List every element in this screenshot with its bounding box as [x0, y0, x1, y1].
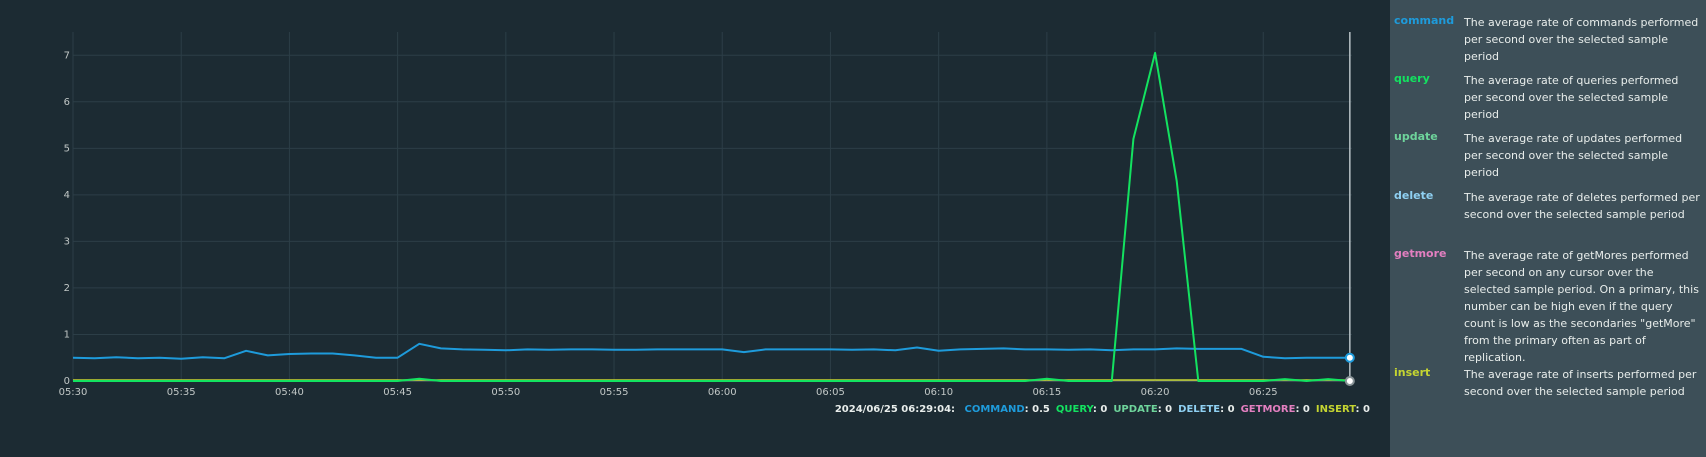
- y-tick-label: 7: [64, 50, 70, 61]
- x-tick-label: 06:10: [924, 387, 953, 398]
- readout-value-query: 0: [1100, 404, 1108, 415]
- legend-item-getmore: getmore The average rate of getMores perf…: [1394, 247, 1700, 366]
- legend-item-update: update The average rate of updates perfor…: [1394, 130, 1700, 181]
- x-tick-label: 05:40: [275, 387, 304, 398]
- readout-value-insert: 0: [1363, 404, 1370, 415]
- legend-key: insert: [1394, 366, 1431, 379]
- y-tick-label: 2: [64, 283, 70, 294]
- legend-key: getmore: [1394, 247, 1447, 260]
- legend-item-command: command The average rate of commands perf…: [1394, 14, 1700, 65]
- legend-description: The average rate of queries performed pe…: [1464, 74, 1679, 121]
- chart-panel: 0 1 2 3 4 5 6 7 05:30 05:35 05:40 05:45 05:50 05:55 06…: [58, 32, 1370, 415]
- x-tick-label: 06:15: [1032, 387, 1061, 398]
- y-tick-label: 4: [64, 190, 70, 201]
- x-tick-label: 05:55: [600, 387, 629, 398]
- legend-description: The average rate of deletes performed pe…: [1464, 191, 1700, 221]
- readout-key-insert: INSERT: [1315, 404, 1356, 415]
- x-tick-label: 06:20: [1141, 387, 1170, 398]
- cursor-point-command: [1344, 352, 1355, 363]
- x-tick-label: 06:00: [708, 387, 737, 398]
- legend-description: The average rate of updates performed pe…: [1464, 132, 1683, 179]
- readout-value-command: 0.5: [1032, 404, 1050, 415]
- legend-item-insert: insert The average rate of inserts perfor…: [1394, 366, 1700, 400]
- series-line-query: [73, 51, 1350, 382]
- readout-colon: :: [1295, 404, 1303, 415]
- cursor-readout: 2024/06/25 06:29:04: COMMAND: 0.5 QUERY: …: [835, 404, 1370, 415]
- readout-key-update: UPDATE: [1113, 404, 1158, 415]
- readout-timestamp: 2024/06/25 06:29:04:: [834, 404, 956, 415]
- legend-item-query: query The average rate of queries perform…: [1394, 72, 1700, 123]
- y-tick-label: 6: [64, 97, 70, 108]
- legend-description: The average rate of getMores performed p…: [1464, 249, 1699, 364]
- readout-value-delete: 0: [1227, 404, 1235, 415]
- readout-key-command: COMMAND: [964, 404, 1025, 415]
- legend-key: query: [1394, 72, 1430, 85]
- x-tick-label: 06:05: [816, 387, 845, 398]
- x-tick-label: 06:25: [1249, 387, 1278, 398]
- x-tick-label: 05:45: [383, 387, 412, 398]
- y-tick-label: 1: [64, 329, 70, 340]
- y-tick-label: 3: [64, 236, 70, 247]
- legend-description: The average rate of commands performed p…: [1464, 16, 1699, 63]
- legend-key: update: [1394, 130, 1438, 143]
- legend-key: delete: [1394, 189, 1434, 202]
- legend-item-delete: delete The average rate of deletes perfor…: [1394, 189, 1700, 223]
- x-tick-label: 05:50: [491, 387, 520, 398]
- readout-colon: :: [1157, 404, 1166, 415]
- readout-value-getmore: 0: [1302, 404, 1310, 415]
- readout-key-delete: DELETE: [1178, 404, 1221, 415]
- x-tick-label: 05:35: [167, 387, 196, 398]
- y-tick-label: 0: [64, 376, 70, 387]
- readout-colon: :: [1092, 404, 1101, 415]
- readout-colon: :: [1220, 404, 1228, 415]
- legend-key: command: [1394, 14, 1455, 27]
- readout-colon: :: [1355, 404, 1364, 415]
- readout-key-query: QUERY: [1055, 404, 1093, 415]
- readout-value-update: 0: [1165, 404, 1173, 415]
- series-line-command: [72, 342, 1350, 360]
- line-chart: 0 1 2 3 4 5 6 7 05:30 05:35 05:40 05:45 05:50 05:55 06…: [59, 32, 1355, 398]
- legend-panel: command The average rate of commands perf…: [1390, 0, 1706, 457]
- x-tick-label: 05:30: [59, 387, 88, 398]
- readout-colon: :: [1024, 404, 1033, 415]
- cursor-point-baseline: [1344, 376, 1355, 386]
- readout-key-getmore: GETMORE: [1240, 404, 1296, 415]
- y-tick-label: 5: [64, 143, 70, 154]
- legend-description: The average rate of inserts performed pe…: [1464, 368, 1697, 398]
